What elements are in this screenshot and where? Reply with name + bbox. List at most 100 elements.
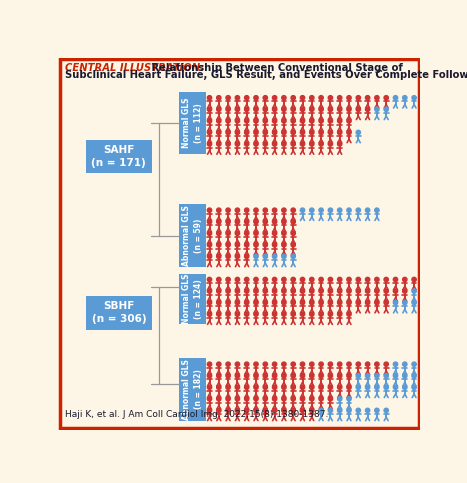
Circle shape [338, 107, 342, 112]
Circle shape [319, 408, 323, 412]
Circle shape [459, 96, 463, 100]
Circle shape [245, 385, 249, 389]
Circle shape [449, 96, 453, 100]
Circle shape [431, 96, 435, 100]
Circle shape [347, 277, 351, 282]
Circle shape [291, 242, 295, 247]
Circle shape [449, 289, 453, 293]
Circle shape [393, 362, 398, 366]
Circle shape [384, 289, 389, 293]
Circle shape [217, 107, 221, 112]
Circle shape [319, 397, 323, 401]
Circle shape [282, 142, 286, 146]
FancyBboxPatch shape [85, 296, 152, 330]
Circle shape [226, 242, 230, 247]
Circle shape [347, 119, 351, 123]
Circle shape [347, 107, 351, 112]
Circle shape [217, 220, 221, 224]
Text: Normal GLS
(n = 112): Normal GLS (n = 112) [183, 98, 203, 148]
Circle shape [347, 362, 351, 366]
Circle shape [263, 130, 268, 135]
Circle shape [384, 373, 389, 378]
FancyBboxPatch shape [178, 273, 206, 325]
Text: Abnormal GLS
(n = 59): Abnormal GLS (n = 59) [183, 205, 203, 266]
Circle shape [263, 362, 268, 366]
Circle shape [245, 312, 249, 316]
Circle shape [207, 220, 212, 224]
Circle shape [272, 408, 277, 412]
Circle shape [226, 362, 230, 366]
Circle shape [263, 300, 268, 305]
Circle shape [263, 312, 268, 316]
Circle shape [310, 312, 314, 316]
Circle shape [347, 408, 351, 412]
Circle shape [272, 385, 277, 389]
Circle shape [254, 277, 258, 282]
Circle shape [282, 130, 286, 135]
Circle shape [403, 373, 407, 378]
Circle shape [254, 300, 258, 305]
Circle shape [245, 408, 249, 412]
Circle shape [412, 289, 416, 293]
Circle shape [207, 373, 212, 378]
Circle shape [207, 107, 212, 112]
Circle shape [403, 385, 407, 389]
Circle shape [449, 373, 453, 378]
Circle shape [282, 208, 286, 213]
Circle shape [226, 373, 230, 378]
Circle shape [319, 208, 323, 213]
Circle shape [431, 385, 435, 389]
Circle shape [384, 277, 389, 282]
Circle shape [217, 142, 221, 146]
Circle shape [310, 373, 314, 378]
Circle shape [300, 130, 304, 135]
Circle shape [291, 208, 295, 213]
Circle shape [235, 289, 240, 293]
Circle shape [235, 208, 240, 213]
Circle shape [375, 362, 379, 366]
Circle shape [207, 254, 212, 258]
Circle shape [375, 300, 379, 305]
Circle shape [338, 397, 342, 401]
Circle shape [245, 208, 249, 213]
Circle shape [421, 277, 425, 282]
Circle shape [272, 242, 277, 247]
Circle shape [366, 385, 370, 389]
Circle shape [347, 130, 351, 135]
Circle shape [235, 277, 240, 282]
Circle shape [347, 208, 351, 213]
Circle shape [226, 385, 230, 389]
Circle shape [384, 107, 389, 112]
Circle shape [403, 300, 407, 305]
Circle shape [217, 119, 221, 123]
Circle shape [412, 385, 416, 389]
Circle shape [347, 289, 351, 293]
Circle shape [366, 277, 370, 282]
Circle shape [217, 397, 221, 401]
Circle shape [300, 277, 304, 282]
Circle shape [431, 277, 435, 282]
Circle shape [375, 385, 379, 389]
Circle shape [338, 289, 342, 293]
Circle shape [245, 289, 249, 293]
Circle shape [226, 289, 230, 293]
Circle shape [412, 96, 416, 100]
FancyBboxPatch shape [178, 92, 206, 154]
Circle shape [459, 385, 463, 389]
Circle shape [272, 130, 277, 135]
Circle shape [226, 277, 230, 282]
Circle shape [338, 385, 342, 389]
FancyBboxPatch shape [85, 140, 152, 173]
Circle shape [291, 220, 295, 224]
Circle shape [245, 362, 249, 366]
Circle shape [440, 373, 444, 378]
Circle shape [272, 312, 277, 316]
Circle shape [291, 96, 295, 100]
Circle shape [263, 96, 268, 100]
Circle shape [375, 373, 379, 378]
Circle shape [235, 119, 240, 123]
Circle shape [412, 300, 416, 305]
Circle shape [254, 373, 258, 378]
Circle shape [440, 277, 444, 282]
Circle shape [291, 289, 295, 293]
